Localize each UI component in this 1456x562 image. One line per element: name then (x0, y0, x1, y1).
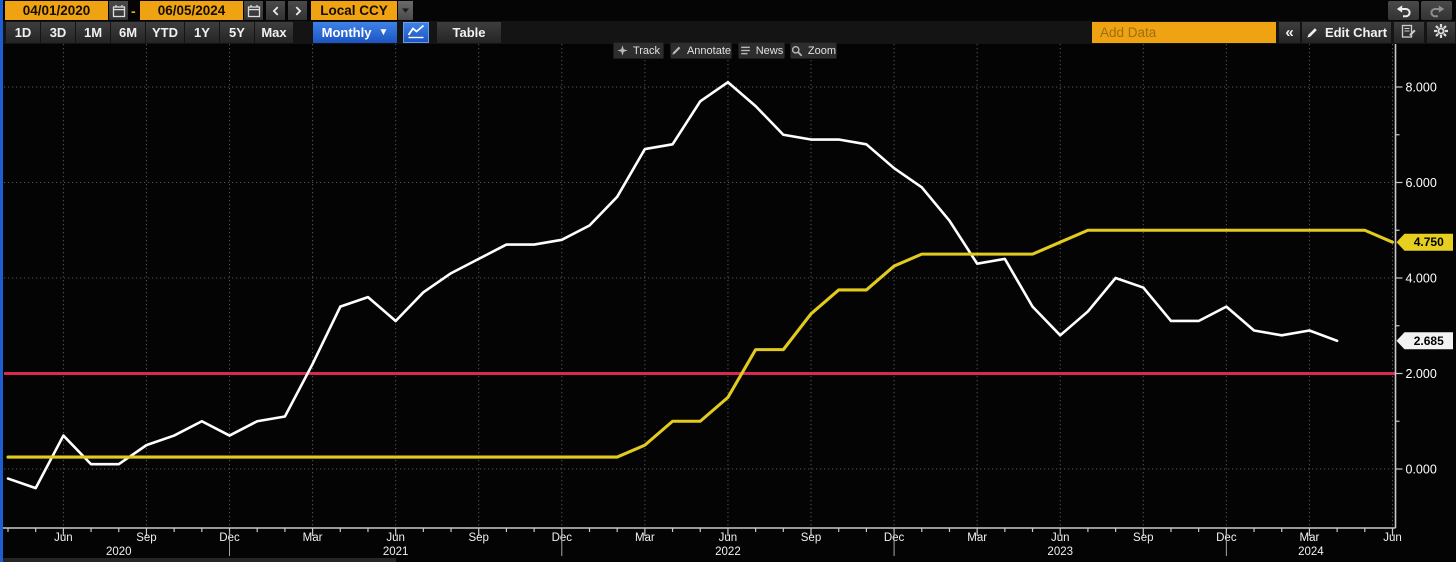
history-buttons (1388, 1, 1452, 20)
redo-icon (1429, 4, 1444, 17)
zoom-label: Zoom (807, 44, 836, 57)
edit-chart-label: Edit Chart (1324, 25, 1388, 40)
x-tick-label: Sep (1133, 532, 1153, 544)
x-tick-label: Mar (967, 532, 987, 544)
y-tick-label: 6.000 (1406, 176, 1437, 190)
y-tick-label: 4.000 (1406, 272, 1437, 286)
end-date-input[interactable] (140, 1, 243, 20)
add-data-input[interactable] (1092, 22, 1276, 43)
range-1m-button[interactable]: 1M (76, 22, 110, 43)
year-label: 2020 (106, 546, 132, 558)
x-tick-label: Mar (303, 532, 323, 544)
x-tick-label: Jun (386, 532, 405, 544)
frequency-label: Monthly (321, 25, 372, 40)
table-view-button[interactable]: Table (437, 22, 501, 43)
chevron-down-icon (402, 8, 409, 13)
note-edit-icon (1401, 24, 1416, 38)
x-tick-label: Mar (635, 532, 655, 544)
chevron-left-icon (272, 6, 278, 15)
x-tick-label: Jun (1051, 532, 1070, 544)
window-accent-border (0, 0, 3, 562)
edit-chart-button[interactable]: Edit Chart (1302, 22, 1391, 43)
annotate-label: Annotate (686, 44, 731, 57)
y-tick-label: 2.000 (1406, 367, 1437, 381)
annotate-button[interactable]: Annotate (670, 42, 732, 59)
range-toolbar: 1D 3D 1M 6M YTD 1Y 5Y Max Monthly ▼ Tabl… (0, 21, 1456, 44)
collapse-panel-button[interactable]: « (1279, 22, 1300, 43)
bottom-scroll-strip[interactable] (0, 558, 396, 562)
date-toolbar: - Local CCY (0, 0, 1456, 21)
range-ytd-button[interactable]: YTD (146, 22, 184, 43)
zoom-magnifier-icon (791, 45, 803, 56)
x-tick-label: Sep (468, 532, 488, 544)
range-5y-button[interactable]: 5Y (220, 22, 254, 43)
chevron-right-icon (295, 6, 301, 15)
last-value-badge (1396, 233, 1453, 251)
x-tick-label: Sep (136, 532, 156, 544)
track-crosshair-icon (617, 45, 628, 56)
gear-icon (1434, 24, 1448, 38)
currency-dropdown-button[interactable] (398, 1, 413, 20)
news-button[interactable]: News (738, 42, 785, 59)
frequency-dropdown[interactable]: Monthly ▼ (313, 22, 397, 43)
x-tick-label: Mar (1300, 532, 1320, 544)
end-date-calendar-button[interactable] (244, 1, 263, 20)
y-tick-label: 0.000 (1406, 463, 1437, 477)
year-label: 2022 (715, 546, 741, 558)
series-inflation-line (6, 80, 1339, 490)
range-max-button[interactable]: Max (255, 22, 293, 43)
year-label: 2024 (1298, 546, 1324, 558)
range-6m-button[interactable]: 6M (111, 22, 145, 43)
track-label: Track (632, 44, 661, 57)
y-tick-label: 8.000 (1406, 81, 1437, 95)
x-tick-label: Jun (54, 532, 73, 544)
x-tick-label: Jun (1383, 532, 1402, 544)
date-range-separator: - (131, 2, 136, 19)
redo-button[interactable] (1421, 1, 1452, 20)
next-period-button[interactable] (288, 1, 307, 20)
news-label: News (755, 44, 784, 57)
last-value-badge (1396, 332, 1453, 350)
prev-period-button[interactable] (266, 1, 285, 20)
annotate-pencil-icon (672, 46, 681, 55)
series-policy-rate-line (6, 228, 1395, 459)
line-chart-icon (407, 24, 425, 38)
range-3d-button[interactable]: 3D (41, 22, 75, 43)
chart-annotations-button[interactable] (1394, 22, 1424, 43)
settings-button[interactable] (1427, 22, 1455, 43)
chevron-down-icon: ▼ (378, 27, 389, 38)
last-value-badge-label: 4.750 (1414, 235, 1444, 249)
pencil-icon (1307, 28, 1317, 38)
x-tick-label: Sep (801, 532, 821, 544)
line-chart-view-button[interactable] (403, 22, 429, 43)
range-1y-button[interactable]: 1Y (185, 22, 219, 43)
currency-select[interactable]: Local CCY (311, 1, 397, 20)
start-date-calendar-button[interactable] (109, 1, 128, 20)
undo-icon (1396, 4, 1411, 17)
range-1d-button[interactable]: 1D (6, 22, 40, 43)
last-value-badge-label: 2.685 (1414, 334, 1444, 348)
year-label: 2023 (1047, 546, 1073, 558)
calendar-icon (247, 4, 260, 17)
year-label: 2021 (383, 546, 409, 558)
x-tick-label: Jun (719, 532, 738, 544)
calendar-icon (112, 4, 125, 17)
news-lines-icon (740, 46, 750, 55)
undo-button[interactable] (1388, 1, 1419, 20)
track-button[interactable]: Track (613, 42, 664, 59)
zoom-button[interactable]: Zoom (790, 42, 837, 59)
start-date-input[interactable] (5, 1, 108, 20)
